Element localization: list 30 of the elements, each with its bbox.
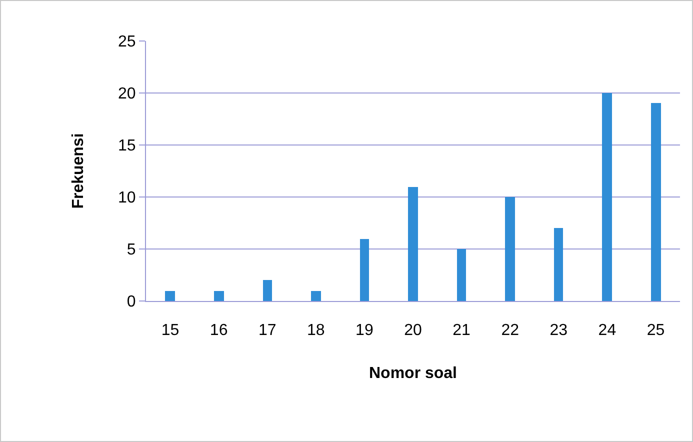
x-tick-label: 17 — [258, 322, 276, 340]
x-tick-label: 16 — [210, 322, 228, 340]
y-tick-label: 20 — [118, 86, 136, 103]
x-tick-label: 22 — [501, 322, 520, 340]
bar — [554, 228, 563, 301]
bar — [263, 280, 272, 301]
y-tick-label: 10 — [118, 190, 136, 207]
x-tick-label: 25 — [646, 322, 665, 340]
y-tick-label: 25 — [118, 34, 136, 51]
bar — [651, 103, 661, 301]
bar — [408, 187, 418, 301]
bar — [602, 93, 612, 301]
y-tick-label: 15 — [118, 138, 136, 155]
bar — [457, 249, 466, 301]
x-tick-label: 20 — [404, 322, 422, 340]
bar — [214, 291, 224, 301]
bar — [360, 239, 369, 301]
x-tick-label: 21 — [452, 322, 471, 340]
bar — [311, 291, 321, 301]
x-tick-label: 24 — [598, 322, 616, 340]
y-tick-label: 5 — [126, 242, 136, 259]
x-tick-label: 18 — [307, 322, 325, 340]
bar — [505, 197, 515, 301]
x-tick-label: 23 — [550, 322, 568, 340]
x-tick-label: 15 — [161, 322, 180, 340]
x-axis-title: Nomor soal — [368, 364, 458, 382]
x-tick-label: 19 — [356, 322, 374, 340]
bar — [165, 291, 175, 301]
y-tick-label: 0 — [126, 294, 136, 311]
y-axis-title: Frekuensi — [70, 133, 87, 209]
